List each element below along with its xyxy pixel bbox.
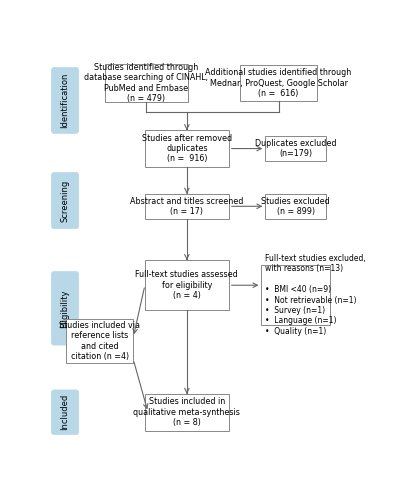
Text: Screening: Screening	[61, 180, 69, 222]
FancyBboxPatch shape	[240, 65, 318, 102]
FancyBboxPatch shape	[51, 390, 79, 434]
FancyBboxPatch shape	[265, 136, 326, 161]
FancyBboxPatch shape	[145, 260, 229, 310]
Text: Studies identified through
database searching of CINAHL,
PubMed and Embase
(n = : Studies identified through database sear…	[85, 63, 209, 103]
Text: Additional studies identified through
Mednar, ProQuest, Google Scholar
(n =  616: Additional studies identified through Me…	[205, 68, 352, 98]
FancyBboxPatch shape	[105, 64, 188, 102]
Text: Abstract and titles screened
(n = 17): Abstract and titles screened (n = 17)	[130, 196, 243, 216]
Text: Duplicates excluded
(n=179): Duplicates excluded (n=179)	[255, 139, 336, 158]
FancyBboxPatch shape	[145, 194, 229, 219]
Text: Full-text studies excluded,
with reasons (n=13)

•  BMI <40 (n=9)
•  Not retriev: Full-text studies excluded, with reasons…	[265, 254, 366, 336]
Text: Eligibility: Eligibility	[61, 289, 69, 328]
FancyBboxPatch shape	[51, 272, 79, 345]
Text: Studies after removed
duplicates
(n =  916): Studies after removed duplicates (n = 91…	[142, 134, 232, 164]
Text: Identification: Identification	[61, 72, 69, 128]
Text: Studies included in
qualitative meta-synthesis
(n = 8): Studies included in qualitative meta-syn…	[134, 398, 240, 427]
FancyBboxPatch shape	[67, 319, 133, 363]
FancyBboxPatch shape	[261, 265, 330, 324]
FancyBboxPatch shape	[145, 130, 229, 167]
Text: Full-text studies assessed
for eligibility
(n = 4): Full-text studies assessed for eligibili…	[136, 270, 238, 300]
Text: Included: Included	[61, 394, 69, 430]
Text: Studies excluded
(n = 899): Studies excluded (n = 899)	[261, 196, 330, 216]
FancyBboxPatch shape	[265, 194, 326, 219]
FancyBboxPatch shape	[51, 68, 79, 134]
Text: Studies included via
reference lists
and cited
citation (n =4): Studies included via reference lists and…	[59, 321, 140, 361]
FancyBboxPatch shape	[51, 172, 79, 229]
FancyBboxPatch shape	[145, 394, 229, 430]
